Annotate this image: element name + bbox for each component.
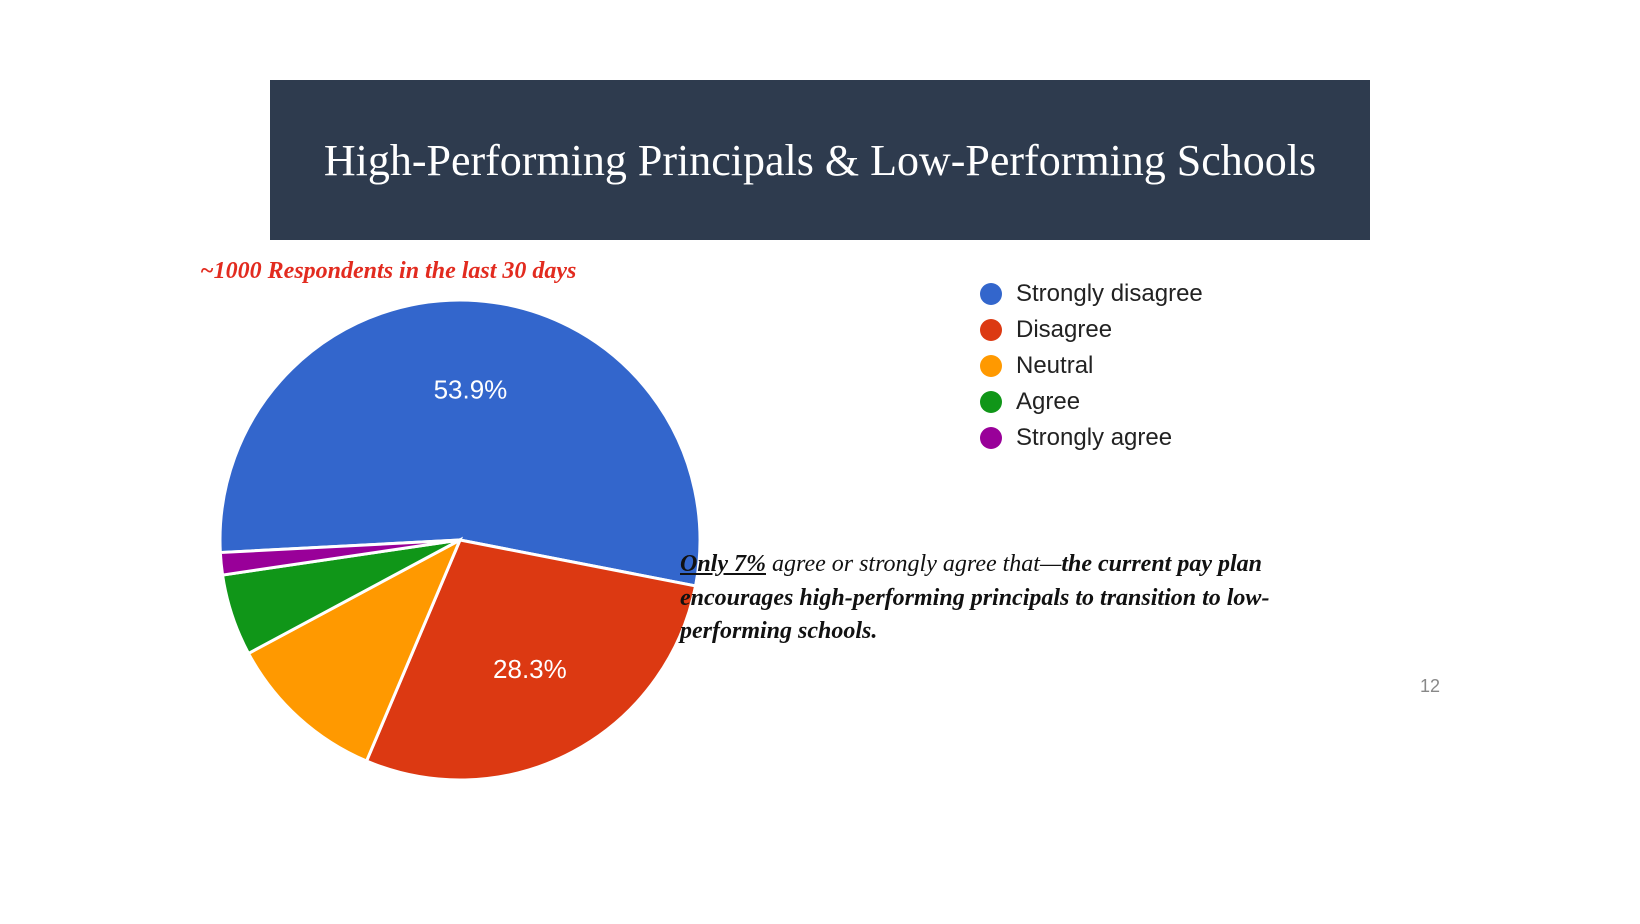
legend-label: Strongly agree: [1016, 424, 1172, 452]
legend-dot: [980, 427, 1002, 449]
legend-item: Agree: [980, 388, 1203, 416]
slide-title-text: High-Performing Principals & Low-Perform…: [324, 133, 1316, 188]
legend-item: Disagree: [980, 316, 1203, 344]
pie-chart: 53.9% 28.3%: [210, 290, 710, 790]
callout-lead: Only 7%: [680, 551, 766, 577]
legend-label: Strongly disagree: [1016, 280, 1203, 308]
legend-label: Disagree: [1016, 316, 1112, 344]
legend-label: Neutral: [1016, 352, 1093, 380]
page-number: 12: [1420, 676, 1440, 697]
pie-slice-label: 28.3%: [493, 654, 567, 684]
legend-dot: [980, 391, 1002, 413]
legend-item: Neutral: [980, 352, 1203, 380]
legend-dot: [980, 319, 1002, 341]
pie-svg: 53.9% 28.3%: [210, 290, 710, 790]
pie-slice-label: 53.9%: [434, 374, 508, 404]
legend-dot: [980, 283, 1002, 305]
slide: High-Performing Principals & Low-Perform…: [0, 0, 1640, 924]
legend-dot: [980, 355, 1002, 377]
callout-text: Only 7% agree or strongly agree that—the…: [680, 548, 1270, 649]
legend-item: Strongly agree: [980, 424, 1203, 452]
respondents-subtitle: ~1000 Respondents in the last 30 days: [200, 258, 576, 285]
legend-label: Agree: [1016, 388, 1080, 416]
callout-mid: agree or strongly agree that—: [766, 551, 1061, 577]
legend-item: Strongly disagree: [980, 280, 1203, 308]
legend: Strongly disagree Disagree Neutral Agree Str…: [980, 280, 1203, 460]
slide-title: High-Performing Principals & Low-Perform…: [270, 80, 1370, 240]
